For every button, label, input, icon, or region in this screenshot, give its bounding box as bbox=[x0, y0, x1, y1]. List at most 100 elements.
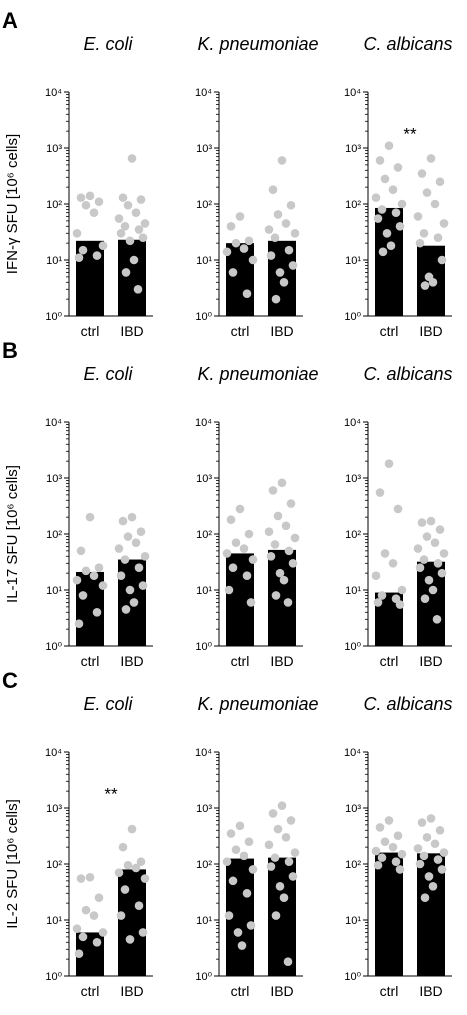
data-point-ibd bbox=[279, 277, 289, 287]
y-tick-label: 10¹ bbox=[196, 915, 212, 927]
data-point-ibd bbox=[430, 199, 440, 209]
x-tick-label: IBD bbox=[419, 983, 442, 999]
data-point-ibd bbox=[439, 848, 449, 857]
data-point-ibd bbox=[430, 538, 440, 547]
bar-ibd bbox=[118, 239, 146, 316]
data-point-ibd bbox=[417, 818, 427, 827]
y-tick-label: 10³ bbox=[345, 143, 361, 155]
data-point-ctrl bbox=[375, 823, 385, 832]
data-point-ctrl bbox=[235, 821, 245, 831]
data-point-ibd bbox=[286, 816, 296, 825]
data-point-ibd bbox=[271, 911, 281, 920]
data-point-ibd bbox=[420, 281, 430, 290]
data-point-ibd bbox=[428, 277, 438, 287]
y-tick-label: 10¹ bbox=[46, 585, 62, 597]
data-point-ctrl bbox=[74, 619, 84, 629]
data-point-ibd bbox=[129, 598, 139, 607]
y-tick-label: 10⁴ bbox=[195, 417, 212, 429]
panel-title: K. pneumoniae bbox=[197, 34, 318, 54]
data-point-ctrl bbox=[81, 905, 91, 915]
panel-title: E. coli bbox=[83, 694, 133, 714]
panel-c-2: K. pneumoniae 10⁰ 10¹ 10² 10³ 10⁴ ctrl IBD bbox=[195, 694, 319, 999]
data-point-ibd bbox=[283, 598, 293, 607]
x-tick-label: IBD bbox=[120, 323, 143, 339]
y-tick-label: 10² bbox=[196, 859, 212, 871]
y-tick-label: 10⁴ bbox=[45, 87, 62, 99]
data-point-ibd bbox=[266, 251, 276, 260]
data-point-ibd bbox=[273, 824, 283, 834]
y-tick-label: 10⁴ bbox=[344, 417, 361, 429]
data-point-ctrl bbox=[395, 865, 405, 874]
data-point-ctrl bbox=[388, 185, 398, 195]
y-tick-label: 10² bbox=[345, 529, 361, 541]
data-point-ibd bbox=[121, 605, 131, 614]
y-tick-label: 10³ bbox=[46, 473, 62, 485]
data-point-ibd bbox=[131, 208, 141, 217]
panel-b-2: K. pneumoniae 10⁰ 10¹ 10² 10³ 10⁴ ctrl IBD bbox=[195, 364, 319, 669]
data-point-ctrl bbox=[377, 591, 387, 600]
data-point-ibd bbox=[275, 268, 285, 277]
data-point-ctrl bbox=[382, 228, 392, 238]
data-point-ctrl bbox=[388, 842, 398, 852]
data-point-ibd bbox=[424, 575, 434, 585]
data-point-ibd bbox=[437, 255, 447, 265]
data-point-ibd bbox=[433, 558, 443, 568]
data-point-ibd bbox=[279, 893, 289, 903]
data-point-ctrl bbox=[378, 247, 388, 257]
x-tick-label: ctrl bbox=[81, 323, 100, 339]
data-point-ibd bbox=[264, 527, 274, 536]
x-tick-label: IBD bbox=[419, 653, 442, 669]
data-point-ibd bbox=[116, 228, 126, 238]
x-tick-label: ctrl bbox=[231, 323, 250, 339]
data-point-ibd bbox=[281, 219, 291, 228]
y-tick-label: 10² bbox=[46, 199, 62, 211]
y-tick-label: 10³ bbox=[345, 473, 361, 485]
panel-c-1: E. coli 10⁰ 10¹ 10² 10³ 10⁴ ctrl IBD ** bbox=[45, 694, 153, 999]
data-point-ibd bbox=[288, 872, 298, 881]
y-tick-label: 10² bbox=[46, 529, 62, 541]
data-point-ibd bbox=[275, 881, 285, 891]
data-point-ctrl bbox=[244, 236, 254, 246]
y-tick-label: 10² bbox=[196, 529, 212, 541]
data-point-ibd bbox=[138, 233, 148, 243]
data-point-ctrl bbox=[235, 212, 245, 221]
panel-title: E. coli bbox=[83, 34, 133, 54]
data-point-ctrl bbox=[78, 591, 88, 600]
data-point-ibd bbox=[417, 518, 427, 527]
data-point-ibd bbox=[270, 233, 280, 243]
data-point-ibd bbox=[277, 156, 287, 165]
panel-letter-a: A bbox=[2, 8, 18, 33]
x-tick-label: IBD bbox=[419, 323, 442, 339]
data-point-ctrl bbox=[222, 549, 232, 558]
y-axis-label: IFN-γ SFU [10⁶ cells] bbox=[4, 134, 21, 274]
y-tick-label: 10¹ bbox=[196, 585, 212, 597]
y-axis-label: IL-2 SFU [10⁶ cells] bbox=[4, 799, 21, 929]
y-tick-label: 10³ bbox=[196, 143, 212, 155]
y-tick-label: 10⁰ bbox=[195, 971, 212, 983]
data-point-ctrl bbox=[78, 245, 88, 255]
data-point-ibd bbox=[433, 855, 443, 864]
data-point-ctrl bbox=[76, 193, 86, 202]
data-point-ibd bbox=[118, 516, 128, 526]
data-point-ctrl bbox=[391, 208, 401, 217]
y-tick-label: 10³ bbox=[196, 473, 212, 485]
y-tick-label: 10³ bbox=[345, 803, 361, 815]
data-point-ctrl bbox=[226, 829, 236, 838]
data-point-ctrl bbox=[226, 221, 236, 231]
data-point-ibd bbox=[114, 868, 124, 877]
y-tick-label: 10¹ bbox=[196, 255, 212, 267]
data-point-ibd bbox=[422, 532, 432, 541]
x-tick-label: ctrl bbox=[231, 653, 250, 669]
panel-title: K. pneumoniae bbox=[197, 694, 318, 714]
y-tick-label: 10¹ bbox=[345, 585, 361, 597]
data-point-ibd bbox=[419, 228, 429, 238]
data-point-ibd bbox=[140, 219, 150, 228]
data-point-ctrl bbox=[226, 515, 236, 525]
data-point-ctrl bbox=[375, 488, 385, 497]
data-point-ctrl bbox=[81, 200, 91, 210]
data-point-ibd bbox=[129, 255, 139, 265]
data-point-ibd bbox=[125, 935, 135, 944]
data-point-ibd bbox=[413, 844, 423, 853]
data-point-ibd bbox=[270, 853, 280, 862]
data-point-ctrl bbox=[393, 504, 403, 514]
